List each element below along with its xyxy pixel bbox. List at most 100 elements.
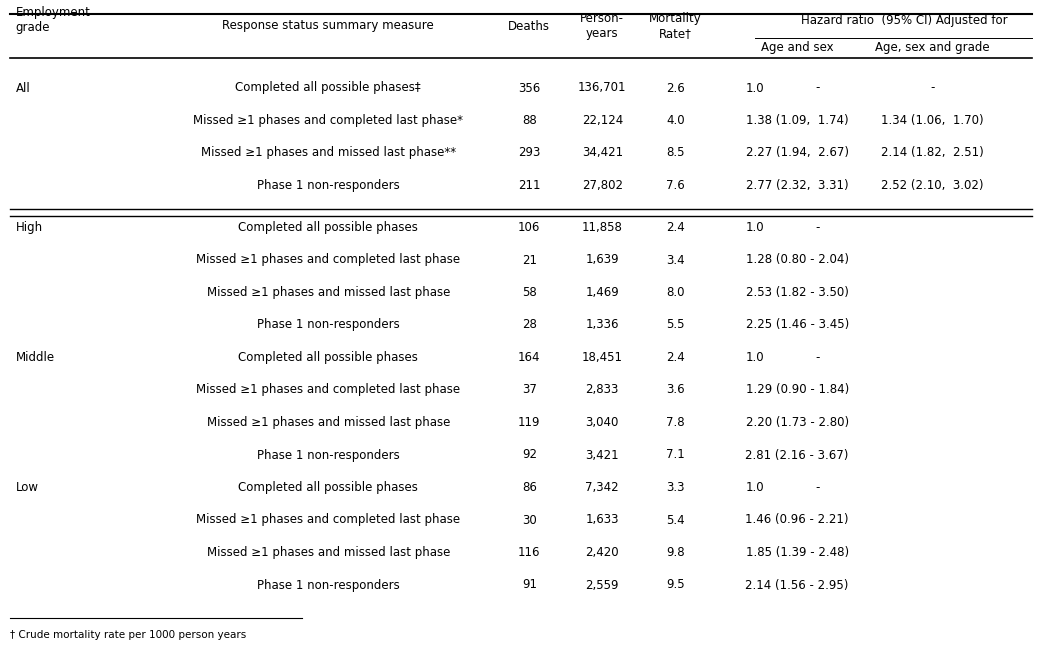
Text: 7.8: 7.8 bbox=[666, 416, 685, 429]
Text: 30: 30 bbox=[522, 513, 537, 526]
Text: 2.4: 2.4 bbox=[666, 351, 685, 364]
Text: Missed ≥1 phases and missed last phase: Missed ≥1 phases and missed last phase bbox=[206, 416, 450, 429]
Text: 3,040: 3,040 bbox=[586, 416, 619, 429]
Text: 7.1: 7.1 bbox=[666, 448, 685, 461]
Text: -: - bbox=[816, 82, 820, 95]
Text: Mortality
Rate†: Mortality Rate† bbox=[649, 12, 701, 40]
Text: Missed ≥1 phases and completed last phase: Missed ≥1 phases and completed last phas… bbox=[196, 384, 461, 397]
Text: 8.5: 8.5 bbox=[666, 146, 685, 159]
Text: Age and sex: Age and sex bbox=[761, 41, 834, 54]
Text: Low: Low bbox=[16, 481, 39, 494]
Text: 21: 21 bbox=[522, 253, 537, 266]
Text: 4.0: 4.0 bbox=[666, 114, 685, 127]
Text: 2.25 (1.46 - 3.45): 2.25 (1.46 - 3.45) bbox=[745, 319, 849, 332]
Text: 1,639: 1,639 bbox=[586, 253, 619, 266]
Text: 1.0: 1.0 bbox=[746, 82, 765, 95]
Text: 1,469: 1,469 bbox=[586, 286, 619, 299]
Text: -: - bbox=[816, 481, 820, 494]
Text: 2.6: 2.6 bbox=[666, 82, 685, 95]
Text: 2,833: 2,833 bbox=[586, 384, 619, 397]
Text: Missed ≥1 phases and missed last phase**: Missed ≥1 phases and missed last phase** bbox=[201, 146, 455, 159]
Text: Completed all possible phases: Completed all possible phases bbox=[239, 221, 418, 234]
Text: Response status summary measure: Response status summary measure bbox=[222, 19, 435, 32]
Text: Deaths: Deaths bbox=[508, 19, 550, 32]
Text: 2,420: 2,420 bbox=[586, 546, 619, 559]
Text: 9.5: 9.5 bbox=[666, 579, 685, 592]
Text: 1,336: 1,336 bbox=[586, 319, 619, 332]
Text: 211: 211 bbox=[518, 179, 541, 192]
Text: 164: 164 bbox=[518, 351, 541, 364]
Text: 2.4: 2.4 bbox=[666, 221, 685, 234]
Text: 7.6: 7.6 bbox=[666, 179, 685, 192]
Text: 2.52 (2.10,  3.02): 2.52 (2.10, 3.02) bbox=[882, 179, 984, 192]
Text: 1.29 (0.90 - 1.84): 1.29 (0.90 - 1.84) bbox=[745, 384, 849, 397]
Text: Age, sex and grade: Age, sex and grade bbox=[875, 41, 990, 54]
Text: † Crude mortality rate per 1000 person years: † Crude mortality rate per 1000 person y… bbox=[10, 630, 247, 640]
Text: 86: 86 bbox=[522, 481, 537, 494]
Text: 1.0: 1.0 bbox=[746, 221, 765, 234]
Text: -: - bbox=[931, 82, 935, 95]
Text: 9.8: 9.8 bbox=[666, 546, 685, 559]
Text: 91: 91 bbox=[522, 579, 537, 592]
Text: 1.34 (1.06,  1.70): 1.34 (1.06, 1.70) bbox=[882, 114, 984, 127]
Text: 2.20 (1.73 - 2.80): 2.20 (1.73 - 2.80) bbox=[746, 416, 848, 429]
Text: 119: 119 bbox=[518, 416, 541, 429]
Text: 1.28 (0.80 - 2.04): 1.28 (0.80 - 2.04) bbox=[746, 253, 848, 266]
Text: 2.14 (1.82,  2.51): 2.14 (1.82, 2.51) bbox=[882, 146, 984, 159]
Text: 18,451: 18,451 bbox=[581, 351, 623, 364]
Text: 7,342: 7,342 bbox=[586, 481, 619, 494]
Text: Phase 1 non-responders: Phase 1 non-responders bbox=[257, 448, 399, 461]
Text: 3.6: 3.6 bbox=[666, 384, 685, 397]
Text: 5.5: 5.5 bbox=[666, 319, 685, 332]
Text: -: - bbox=[816, 221, 820, 234]
Text: 356: 356 bbox=[518, 82, 541, 95]
Text: 2.27 (1.94,  2.67): 2.27 (1.94, 2.67) bbox=[746, 146, 848, 159]
Text: Completed all possible phases‡: Completed all possible phases‡ bbox=[235, 82, 421, 95]
Text: 116: 116 bbox=[518, 546, 541, 559]
Text: Phase 1 non-responders: Phase 1 non-responders bbox=[257, 179, 399, 192]
Text: High: High bbox=[16, 221, 43, 234]
Text: Completed all possible phases: Completed all possible phases bbox=[239, 481, 418, 494]
Text: 92: 92 bbox=[522, 448, 537, 461]
Text: 293: 293 bbox=[518, 146, 541, 159]
Text: 1.0: 1.0 bbox=[746, 481, 765, 494]
Text: Phase 1 non-responders: Phase 1 non-responders bbox=[257, 319, 399, 332]
Text: 1.0: 1.0 bbox=[746, 351, 765, 364]
Text: All: All bbox=[16, 82, 30, 95]
Text: Missed ≥1 phases and completed last phase*: Missed ≥1 phases and completed last phas… bbox=[193, 114, 464, 127]
Text: 8.0: 8.0 bbox=[666, 286, 685, 299]
Text: 27,802: 27,802 bbox=[581, 179, 623, 192]
Text: 3.3: 3.3 bbox=[666, 481, 685, 494]
Text: 88: 88 bbox=[522, 114, 537, 127]
Text: 3,421: 3,421 bbox=[586, 448, 619, 461]
Text: 1.46 (0.96 - 2.21): 1.46 (0.96 - 2.21) bbox=[745, 513, 849, 526]
Text: 106: 106 bbox=[518, 221, 541, 234]
Text: 2.81 (2.16 - 3.67): 2.81 (2.16 - 3.67) bbox=[745, 448, 849, 461]
Text: 3.4: 3.4 bbox=[666, 253, 685, 266]
Text: 2.53 (1.82 - 3.50): 2.53 (1.82 - 3.50) bbox=[746, 286, 848, 299]
Text: 5.4: 5.4 bbox=[666, 513, 685, 526]
Text: 2,559: 2,559 bbox=[586, 579, 619, 592]
Text: 2.14 (1.56 - 2.95): 2.14 (1.56 - 2.95) bbox=[745, 579, 849, 592]
Text: 58: 58 bbox=[522, 286, 537, 299]
Text: Missed ≥1 phases and completed last phase: Missed ≥1 phases and completed last phas… bbox=[196, 253, 461, 266]
Text: 1.85 (1.39 - 2.48): 1.85 (1.39 - 2.48) bbox=[746, 546, 848, 559]
Text: 37: 37 bbox=[522, 384, 537, 397]
Text: 28: 28 bbox=[522, 319, 537, 332]
Text: 34,421: 34,421 bbox=[581, 146, 623, 159]
Text: -: - bbox=[816, 351, 820, 364]
Text: 11,858: 11,858 bbox=[581, 221, 623, 234]
Text: 2.77 (2.32,  3.31): 2.77 (2.32, 3.31) bbox=[746, 179, 848, 192]
Text: Missed ≥1 phases and missed last phase: Missed ≥1 phases and missed last phase bbox=[206, 286, 450, 299]
Text: 22,124: 22,124 bbox=[581, 114, 623, 127]
Text: 1,633: 1,633 bbox=[586, 513, 619, 526]
Text: Middle: Middle bbox=[16, 351, 55, 364]
Text: 136,701: 136,701 bbox=[578, 82, 626, 95]
Text: Completed all possible phases: Completed all possible phases bbox=[239, 351, 418, 364]
Text: Missed ≥1 phases and missed last phase: Missed ≥1 phases and missed last phase bbox=[206, 546, 450, 559]
Text: 1.38 (1.09,  1.74): 1.38 (1.09, 1.74) bbox=[746, 114, 848, 127]
Text: Hazard ratio  (95% CI) Adjusted for: Hazard ratio (95% CI) Adjusted for bbox=[800, 14, 1008, 27]
Text: Employment
grade: Employment grade bbox=[16, 6, 91, 34]
Text: Phase 1 non-responders: Phase 1 non-responders bbox=[257, 579, 399, 592]
Text: Missed ≥1 phases and completed last phase: Missed ≥1 phases and completed last phas… bbox=[196, 513, 461, 526]
